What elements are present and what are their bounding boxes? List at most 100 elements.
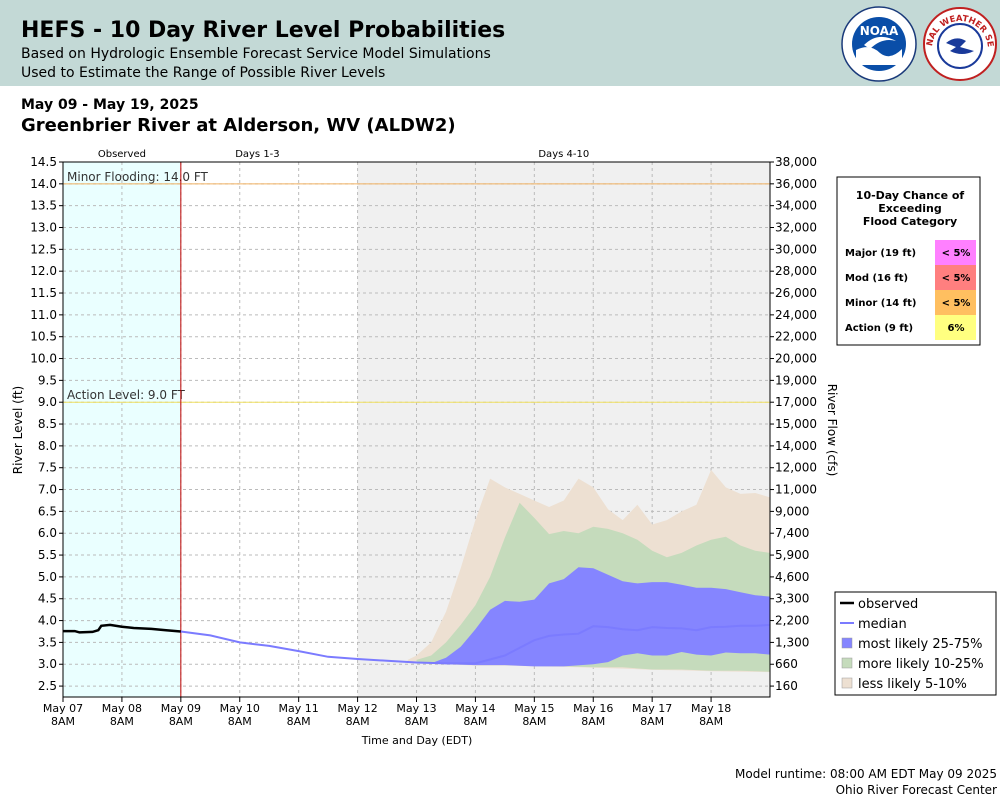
period-label: Observed <box>98 149 146 160</box>
y-tick-label-right: 32,000 <box>775 221 817 235</box>
y-tick-label: 10.0 <box>30 352 57 366</box>
y-tick-label-right: 24,000 <box>775 308 817 322</box>
y-tick-label: 5.0 <box>38 570 57 584</box>
flood-table-title: 10-Day Chance of <box>856 189 965 202</box>
y-tick-label: 13.0 <box>30 221 57 235</box>
x-tick-label: May 14 <box>455 702 495 715</box>
noaa-logo-icon: NOAA <box>841 6 917 82</box>
y-tick-label: 8.5 <box>38 417 57 431</box>
legend-swatch-band_10_25 <box>841 657 853 669</box>
y-tick-label-right: 34,000 <box>775 199 817 213</box>
flood-table-row-value: < 5% <box>942 298 971 309</box>
y-axis-title: River Level (ft) <box>11 386 25 474</box>
y-tick-label-right: 30,000 <box>775 242 817 256</box>
y-tick-label-right: 14,000 <box>775 439 817 453</box>
y-tick-label-right: 3,300 <box>775 592 809 606</box>
y-tick-label: 14.0 <box>30 177 57 191</box>
date-range: May 09 - May 19, 2025 <box>21 97 199 113</box>
flood-table-row-label: Mod (16 ft) <box>845 273 908 284</box>
legend-label: median <box>858 617 907 632</box>
page-subtitle-2: Used to Estimate the Range of Possible R… <box>21 65 386 81</box>
x-tick-label: May 18 <box>691 702 731 715</box>
flood-table-swatch <box>935 265 976 290</box>
flood-table-row-label: Major (19 ft) <box>845 248 916 259</box>
flood-table-row-label: Minor (14 ft) <box>845 298 916 309</box>
observed-line <box>63 623 181 634</box>
station-name: Greenbrier River at Alderson, WV (ALDW2) <box>21 115 456 136</box>
y-tick-label-right: 17,000 <box>775 395 817 409</box>
x-tick-label: May 10 <box>220 702 260 715</box>
y-tick-label-right: 4,600 <box>775 570 809 584</box>
flood-table-title: Exceeding <box>878 202 941 215</box>
y-tick-label-right: 660 <box>775 657 798 671</box>
x-tick-label: May 11 <box>279 702 319 715</box>
nws-logo-icon: NATIONAL WEATHER SERVICE <box>922 5 997 81</box>
legend-swatch-band_25_75 <box>841 637 853 649</box>
y-tick-label: 11.5 <box>30 286 57 300</box>
y-tick-label: 4.5 <box>38 592 57 606</box>
legend-label: most likely 25-75% <box>858 637 982 652</box>
y-tick-label-right: 11,000 <box>775 483 817 497</box>
y-tick-label: 14.5 <box>30 155 57 169</box>
y-tick-label-right: 28,000 <box>775 264 817 278</box>
x-tick-time-label: 8AM <box>581 715 605 728</box>
y-tick-label-right: 36,000 <box>775 177 817 191</box>
y-tick-label: 10.5 <box>30 330 57 344</box>
model-runtime: Model runtime: 08:00 AM EDT May 09 2025 <box>735 767 997 781</box>
y-tick-label-right: 20,000 <box>775 352 817 366</box>
flood-table-swatch <box>935 315 976 340</box>
x-tick-label: May 09 <box>161 702 201 715</box>
y-tick-label: 5.5 <box>38 548 57 562</box>
x-tick-label: May 07 <box>43 702 83 715</box>
page-subtitle: Based on Hydrologic Ensemble Forecast Se… <box>21 46 491 62</box>
x-tick-label: May 08 <box>102 702 142 715</box>
y-tick-label-right: 5,900 <box>775 548 809 562</box>
flood-table-title: Flood Category <box>863 215 957 228</box>
y-tick-label: 4.0 <box>38 614 57 628</box>
noaa-logo-text: NOAA <box>860 24 899 38</box>
period-label: Days 4-10 <box>538 149 589 160</box>
x-tick-time-label: 8AM <box>51 715 75 728</box>
forecast-center: Ohio River Forecast Center <box>835 783 997 797</box>
y-tick-label: 7.0 <box>38 483 57 497</box>
y-axis-title-right: River Flow (cfs) <box>825 384 839 477</box>
legend-swatch-band_5_10 <box>841 677 853 689</box>
x-tick-time-label: 8AM <box>228 715 252 728</box>
y-tick-label-right: 7,400 <box>775 526 809 540</box>
y-tick-label: 6.0 <box>38 526 57 540</box>
x-tick-time-label: 8AM <box>169 715 193 728</box>
x-tick-time-label: 8AM <box>404 715 428 728</box>
x-axis-title: Time and Day (EDT) <box>361 734 473 747</box>
y-tick-label: 12.0 <box>30 264 57 278</box>
y-tick-label: 3.0 <box>38 657 57 671</box>
x-tick-time-label: 8AM <box>699 715 723 728</box>
y-tick-label-right: 15,000 <box>775 417 817 431</box>
y-tick-label-right: 2,200 <box>775 614 809 628</box>
legend <box>834 591 997 696</box>
action-level-label: Action Level: 9.0 FT <box>67 388 186 402</box>
y-tick-label-right: 160 <box>775 679 798 693</box>
median-line <box>180 623 771 665</box>
flood-table-row-value: < 5% <box>942 248 971 259</box>
legend-label: less likely 5-10% <box>858 677 967 692</box>
x-tick-time-label: 8AM <box>640 715 664 728</box>
x-tick-time-label: 8AM <box>346 715 370 728</box>
hydrograph-chart: Observed Days 1-3 Days 4-10 Minor Flooding:… <box>11 149 997 747</box>
y-tick-label-right: 26,000 <box>775 286 817 300</box>
x-tick-time-label: 8AM <box>110 715 134 728</box>
y-tick-label-right: 19,000 <box>775 373 817 387</box>
y-tick-label: 9.5 <box>38 373 57 387</box>
flood-table-row-value: 6% <box>948 323 965 334</box>
y-tick-label: 12.5 <box>30 242 57 256</box>
y-tick-label: 3.5 <box>38 635 57 649</box>
y-tick-label-right: 22,000 <box>775 330 817 344</box>
flood-table-row-value: < 5% <box>942 273 971 284</box>
x-tick-label: May 16 <box>573 702 613 715</box>
header-banner: HEFS - 10 Day River Level Probabilities … <box>0 0 1000 86</box>
legend-label: observed <box>858 597 918 612</box>
x-tick-time-label: 8AM <box>522 715 546 728</box>
period-label: Days 1-3 <box>235 149 279 160</box>
y-tick-label: 9.0 <box>38 395 57 409</box>
y-tick-label: 13.5 <box>30 199 57 213</box>
x-tick-label: May 13 <box>396 702 436 715</box>
